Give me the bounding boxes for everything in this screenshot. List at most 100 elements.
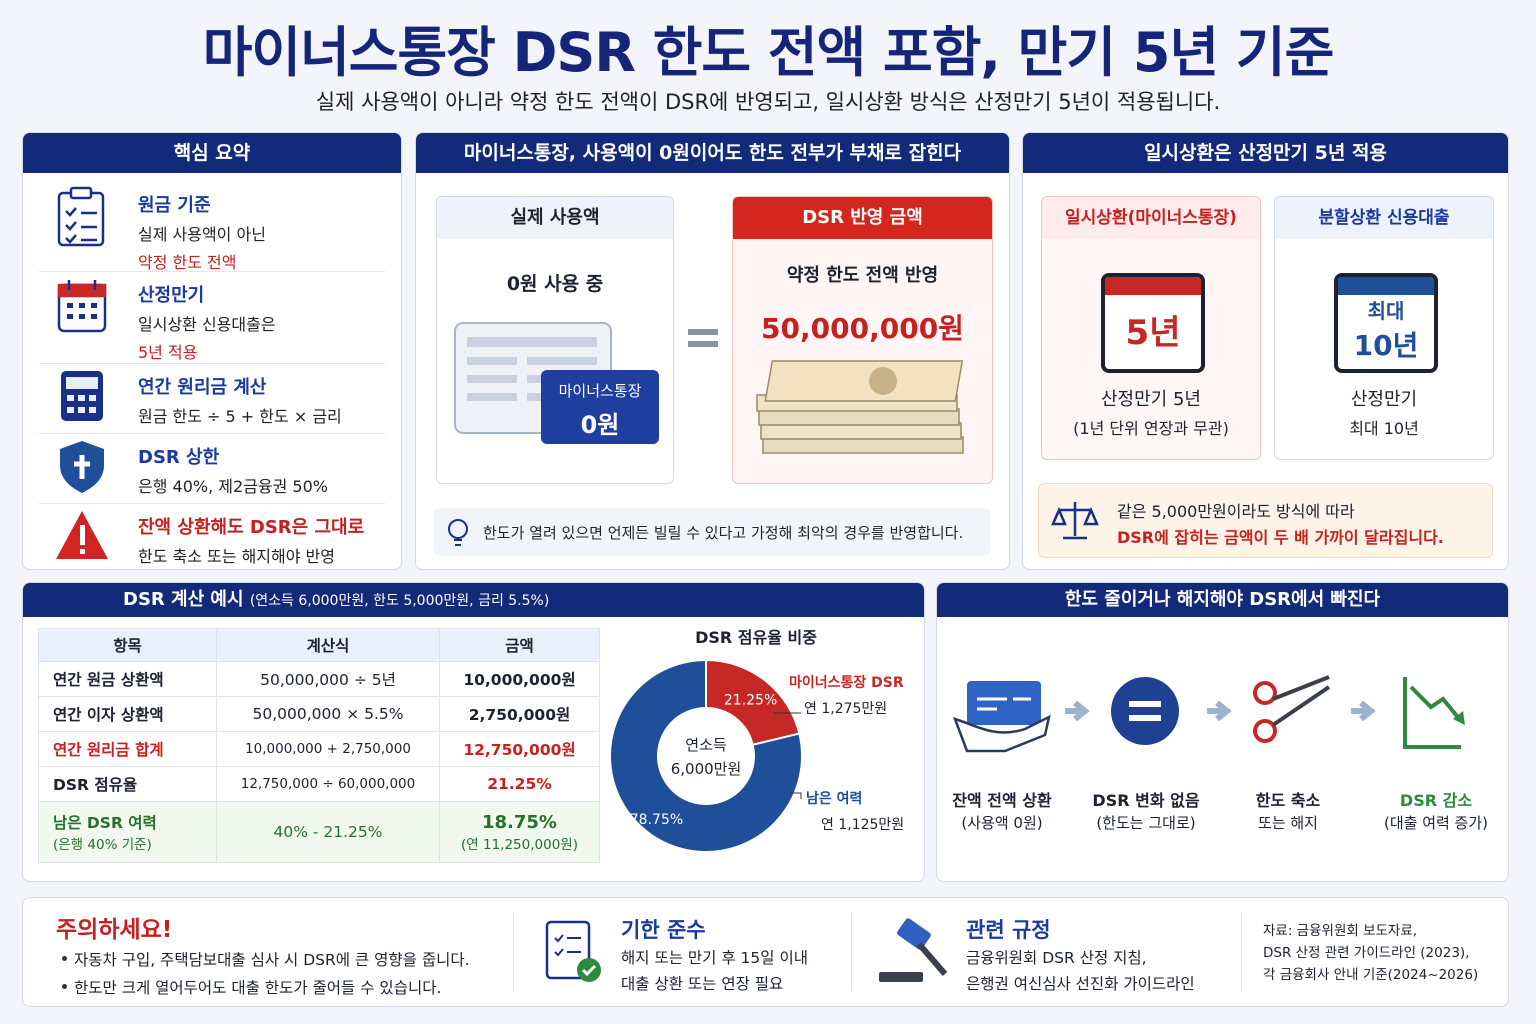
step-line: DSR 변화 없음 — [1092, 791, 1200, 810]
header-cell: 항목 — [38, 628, 217, 662]
item-line: 은행 40%, 제2금융권 50% — [138, 477, 328, 496]
table-row: 연간 원금 상환액 50,000,000 ÷ 5년 10,000,000원 — [38, 661, 600, 697]
checklist-icon — [545, 920, 601, 982]
regulation-line: 금융위원회 DSR 산정 지침, — [966, 949, 1147, 967]
title: 마이너스통장 DSR 한도 전액 포함, 만기 5년 기준 — [202, 21, 1335, 84]
cell: 연간 이자 상환액 — [38, 696, 217, 732]
panel-title: DSR 계산 예시 — [123, 589, 244, 610]
reflected-card: DSR 반영 금액 약정 한도 전액 반영 50,000,000원 — [732, 196, 993, 484]
caution-list: 자동차 구입, 주택담보대출 심사 시 DSR에 큰 영향을 줍니다. 한도만 크… — [58, 942, 470, 998]
deadline-line: 대출 상환 또는 연장 필요 — [621, 975, 784, 993]
table-row: DSR 점유율 12,750,000 ÷ 60,000,000 21.25% — [38, 766, 600, 802]
value-label: 21.25% — [724, 692, 777, 708]
card-line: (1년 단위 연장과 무관) — [1073, 419, 1229, 438]
calendar-text: 5년 — [1125, 313, 1181, 353]
cell: 연간 원금 상환액 — [38, 661, 217, 697]
item-title: 연간 원리금 계산 — [138, 377, 267, 398]
regulation-line: 은행권 여신심사 선진화 가이드라인 — [966, 975, 1195, 993]
calendar-icon: 최대 10년 — [1334, 273, 1438, 373]
deadline-line: 해지 또는 만기 후 15일 이내 — [621, 949, 808, 967]
cell-line: (연 11,250,000원) — [461, 836, 578, 853]
summary-item: 원금 기준 실제 사용액이 아닌 약정 한도 전액 — [138, 191, 266, 273]
center-label: 6,000만원 — [671, 760, 742, 778]
step-line: 한도 축소 — [1255, 791, 1321, 810]
bulb-icon — [448, 519, 468, 546]
source: 자료: 금융위원회 보도자료, DSR 산정 관련 가이드라인 (2023), 각 … — [1263, 920, 1478, 986]
cell: 연간 원리금 합계 — [38, 731, 217, 767]
step-line: (사용액 0원) — [961, 814, 1043, 832]
maturity-card: 분할상환 신용대출 최대 10년 산정만기 최대 10년 — [1274, 196, 1494, 460]
note: 한도가 열려 있으면 언제든 빌릴 수 있다고 가정해 최악의 경우를 반영합니… — [483, 524, 964, 542]
cell: 50,000,000 ÷ 5년 — [216, 661, 440, 697]
release-panel: 한도 줄이거나 해지해야 DSR에서 빠진다 잔액 전액 상환 (사용액 0원) D… — [936, 582, 1509, 882]
maturity-panel: 일시상환은 산정만기 5년 적용 같은 5,000만원이라도 방식에 따라 DS… — [1022, 132, 1509, 570]
divider — [513, 914, 514, 990]
item-line: 일시상환 신용대출은 — [138, 315, 276, 334]
card-title: 일시상환(마이너스통장) — [1042, 197, 1260, 239]
description: 약정 한도 전액 반영 — [786, 265, 939, 286]
cell: 10,000,000원 — [439, 661, 600, 697]
cell: 18.75% (연 11,250,000원) — [439, 801, 600, 863]
badge-value: 0원 — [580, 411, 620, 439]
step-line: 잔액 전액 상환 — [952, 791, 1052, 810]
maturity-card: 일시상환(마이너스통장) 5년 산정만기 5년 (1년 단위 연장과 무관) — [1041, 196, 1261, 460]
summary-item: 산정만기 일시상환 신용대출은 5년 적용 — [138, 281, 276, 363]
panel-title: 일시상환은 산정만기 5년 적용 — [1023, 133, 1508, 173]
center-label: 연소득 — [685, 736, 727, 754]
actual-card: 실제 사용액 0원 사용 중 마이너스통장 0원 — [436, 196, 674, 484]
regulation-title: 관련 규정 — [966, 918, 1051, 942]
item-line: 5년 적용 — [138, 343, 198, 362]
calendar-text: 10년 — [1353, 329, 1419, 362]
source-line: DSR 산정 관련 가이드라인 (2023), — [1263, 945, 1470, 961]
card-line: 산정만기 — [1350, 389, 1418, 410]
cell: 40% - 21.25% — [216, 801, 440, 863]
item-title: 원금 기준 — [138, 195, 211, 216]
donut-chart: DSR 점유율 비중 21.25% 78.75% 연소득 6,000만원 마이너스통장 D… — [609, 628, 904, 853]
table-row: 연간 이자 상환액 50,000,000 × 5.5% 2,750,000원 — [38, 696, 600, 732]
cell: 남은 DSR 여력 (은행 40% 기준) — [38, 801, 217, 863]
step-line: 또는 해지 — [1258, 814, 1318, 832]
legend-label: 남은 여력 — [806, 790, 862, 807]
scale-icon — [1051, 502, 1099, 540]
divider — [851, 914, 852, 990]
donut-segment — [609, 658, 803, 853]
summary-panel: 핵심 요약 원금 기준 실제 사용액이 아닌 약정 한도 전액 산정만기 일시상환 신용… — [22, 132, 402, 570]
leader-line — [789, 792, 802, 799]
card-title: DSR 반영 금액 — [733, 197, 992, 239]
panel-header: DSR 계산 예시 (연소득 6,000만원, 한도 5,000만원, 금리 5… — [23, 583, 924, 617]
footer: 주의하세요! 자동차 구입, 주택담보대출 심사 시 DSR에 큰 영향을 줍니… — [22, 897, 1509, 1007]
chart-title: DSR 점유율 비중 — [695, 628, 817, 647]
cell: 10,000,000 + 2,750,000 — [216, 731, 440, 767]
cell: 21.25% — [439, 766, 600, 802]
gavel-icon — [879, 918, 948, 982]
calculation-panel: DSR 계산 예시 (연소득 6,000만원, 한도 5,000만원, 금리 5… — [22, 582, 925, 882]
table-row: 남은 DSR 여력 (은행 40% 기준) 40% - 21.25% 18.75% (연… — [38, 801, 600, 863]
panel-subtitle: (연소득 6,000만원, 한도 5,000만원, 금리 5.5%) — [249, 593, 550, 609]
bullet: 자동차 구입, 주택담보대출 심사 시 DSR에 큰 영향을 줍니다. — [58, 948, 470, 970]
panel-title: 한도 줄이거나 해지해야 DSR에서 빠진다 — [937, 583, 1508, 617]
card-title: 실제 사용액 — [437, 197, 673, 239]
source-line: 자료: 금융위원회 보도자료, — [1263, 923, 1418, 939]
equals-sign — [688, 329, 718, 347]
annotation: 연 1,125만원 — [821, 817, 904, 833]
cell-line: 남은 DSR 여력 — [53, 814, 157, 832]
header-cell: 계산식 — [216, 628, 440, 662]
separator — [39, 433, 385, 434]
step-line: (대출 여력 증가) — [1383, 814, 1489, 832]
cell: 2,750,000원 — [439, 696, 600, 732]
summary-item: 연간 원리금 계산 원금 한도 ÷ 5 + 한도 × 금리 — [138, 373, 342, 427]
annotation: 연 1,275만원 — [804, 701, 887, 717]
table-header: 항목 계산식 금액 — [38, 628, 600, 662]
cell: 12,750,000원 — [439, 731, 600, 767]
note-line: 같은 5,000만원이라도 방식에 따라 — [1117, 502, 1355, 521]
item-title: DSR 상한 — [138, 447, 220, 468]
item-line: 약정 한도 전액 — [138, 253, 237, 272]
cell-line: 18.75% — [482, 811, 557, 833]
money-icon — [756, 360, 964, 454]
status: 0원 사용 중 — [506, 273, 604, 295]
cell: DSR 점유율 — [38, 766, 217, 802]
calendar-text: 최대 — [1367, 299, 1405, 323]
note-box: 한도가 열려 있으면 언제든 빌릴 수 있다고 가정해 최악의 경우를 반영합니… — [433, 508, 991, 556]
